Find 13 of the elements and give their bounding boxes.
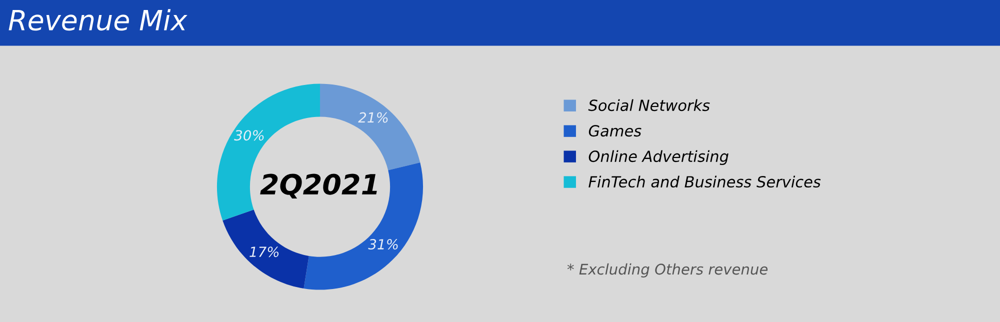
text: * Excluding Others revenue — [567, 263, 768, 278]
legend-label: Games — [588, 125, 642, 137]
data-label: 30% — [234, 130, 264, 141]
donut-slice — [320, 84, 420, 170]
legend-label: Social Networks — [588, 99, 710, 112]
legend-label: Online Advertising — [588, 150, 728, 166]
data-label: 17% — [250, 246, 279, 258]
data-label: 31% — [368, 239, 398, 250]
donut-slice — [222, 210, 309, 289]
legend-label: FinTech and Business Services — [588, 176, 821, 188]
data-label: 21% — [358, 112, 388, 123]
chart-title: Revenue Mix — [8, 9, 188, 31]
text: 2Q2021 — [260, 174, 377, 198]
